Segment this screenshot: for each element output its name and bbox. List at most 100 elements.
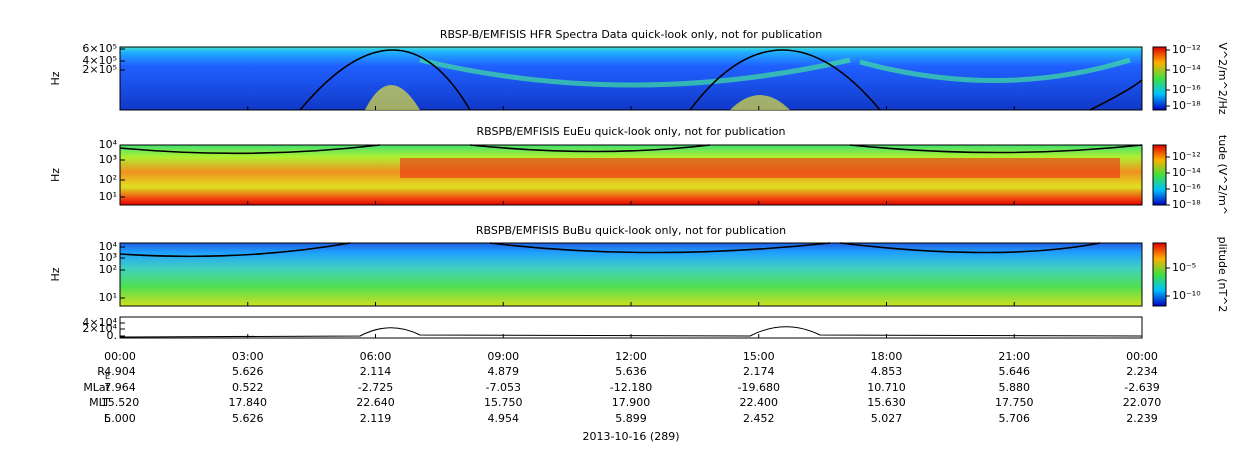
ephemeris-value: -7.053 [486,381,521,394]
ephemeris-value: 22.640 [356,396,395,409]
y-tick-label: 10² [99,173,117,186]
ephemeris-value: 17.900 [612,396,651,409]
colorbar-tick-label: 10⁻¹² [1172,150,1201,163]
spectral-patch [365,85,790,110]
ephemeris-value: 4.904 [104,365,136,378]
ephemeris-value: 5.899 [615,412,647,425]
y-tick-label: 2×10⁵ [82,63,117,76]
colorbar-tick-label: 10⁻¹⁴ [1172,166,1201,179]
colorbar-tick-label: 10⁻¹⁴ [1172,63,1201,76]
ephemeris-value: 5.000 [104,412,136,425]
y-tick-label: 4×10⁵ [82,54,117,67]
row-label: MLT [89,396,110,409]
ephemeris-value: 4.853 [871,365,903,378]
ephemeris-value: -12.180 [610,381,652,394]
row-label: L [104,412,111,425]
y-tick-label: 2×10⁴ [82,322,117,335]
ephemeris-value: 15.520 [101,396,140,409]
y-tick-label: 10¹ [99,190,117,203]
y-tick-label: 10⁴ [99,240,118,253]
ephemeris-value: 2.452 [743,412,775,425]
ephemeris-value: 15.630 [867,396,906,409]
x-tick-label: 06:00 [360,350,392,363]
y-tick-label: 10³ [99,251,117,264]
colorbar-tick-label: 10⁻¹⁶ [1172,83,1201,96]
row-label-text: MLT [89,396,110,409]
ephemeris-value: 0.522 [232,381,264,394]
y-tick-label: 10² [99,263,117,276]
ephemeris-value: 5.880 [999,381,1031,394]
row-label-text: L [104,412,111,425]
colorbar-label: plitude (nT^2 [1216,237,1229,313]
x-tick-label: 18:00 [871,350,903,363]
ephemeris-value: 5.027 [871,412,903,425]
panels: RBSP-B/EMFISIS HFR Spectra Data quick-lo… [49,28,1229,443]
x-tick-label: 15:00 [743,350,775,363]
ephemeris-value: -2.725 [358,381,393,394]
x-tick-label: 21:00 [998,350,1030,363]
ephemeris-value: 17.840 [229,396,268,409]
ephemeris-line [119,326,1143,338]
x-tick-label: 00:00 [104,350,136,363]
colorbar-tick-label: 10⁻⁵ [1172,261,1196,274]
y-axis-label: Hz [49,168,62,182]
y-tick-label: 10⁴ [99,138,118,151]
ephemeris-value: -2.639 [1124,381,1159,394]
ephemeris-value: 17.750 [995,396,1034,409]
panel-title: RBSPB/EMFISIS BuBu quick-look only, not … [476,224,786,237]
x-tick-label: 03:00 [232,350,264,363]
x-tick-label: 00:00 [1126,350,1158,363]
ephemeris-value: 5.636 [615,365,647,378]
ephemeris-value: 5.646 [999,365,1031,378]
colorbar-label: V^2/m^2/Hz [1216,42,1229,114]
colorbar-tick-label: 10⁻¹⁶ [1172,182,1201,195]
y-tick-label: 10¹ [99,291,117,304]
ephemeris-value: 2.174 [743,365,775,378]
ephemeris-value: 4.879 [488,365,520,378]
row-label-subscript: E [105,372,110,381]
plasma-frequency-curve [119,242,1101,258]
colorbar [1152,242,1167,307]
ephemeris-value: 10.710 [867,381,906,394]
spectral-band [419,57,1131,88]
y-axis-label: Hz [49,71,62,85]
row-label-text: MLat [83,381,110,394]
ephemeris-value: 5.626 [232,365,264,378]
colorbar-tick-label: 10⁻¹⁸ [1172,198,1201,211]
colorbar-tick-label: 10⁻¹² [1172,43,1201,56]
colorbar [1152,144,1167,206]
colorbar [1152,46,1167,111]
colorbar-label: tude (V^2/m^ [1216,135,1229,215]
ephemeris-value: 2.114 [360,365,392,378]
colorbar-tick-label: 10⁻¹⁸ [1172,99,1201,112]
date-label: 2013-10-16 (289) [582,430,679,443]
ephemeris-value: 2.234 [1126,365,1158,378]
row-label: RE [97,365,110,381]
panel-title: RBSP-B/EMFISIS HFR Spectra Data quick-lo… [440,28,822,41]
ephemeris-value: 2.239 [1126,412,1158,425]
row-label-text: R [97,365,105,378]
x-tick-label: 09:00 [487,350,519,363]
y-tick-label: 0. [107,329,118,342]
spectrogram [119,242,1143,307]
ephemeris-value: 5.626 [232,412,264,425]
y-axis-label: Hz [49,267,62,281]
ephemeris-value: 15.750 [484,396,523,409]
ephemeris-value: 4.954 [488,412,520,425]
panel-title: RBSPB/EMFISIS EuEu quick-look only, not … [476,125,785,138]
ephemeris-value: 22.400 [740,396,779,409]
x-tick-label: 12:00 [615,350,647,363]
y-tick-label: 6×10⁵ [82,42,117,55]
ephemeris-value: 22.070 [1123,396,1162,409]
ephemeris-value: -19.680 [738,381,780,394]
y-tick-label: 4×10⁴ [82,316,117,329]
ephemeris-value: 5.706 [999,412,1031,425]
plasma-frequency-curve [119,144,1143,155]
spectral-band [400,158,1120,178]
ephemeris-value: 2.119 [360,412,392,425]
colorbar-tick-label: 10⁻¹⁰ [1172,289,1201,302]
plasma-frequency-curve [299,49,1143,111]
ephemeris-value: 7.964 [104,381,136,394]
row-label: MLat [83,381,110,394]
